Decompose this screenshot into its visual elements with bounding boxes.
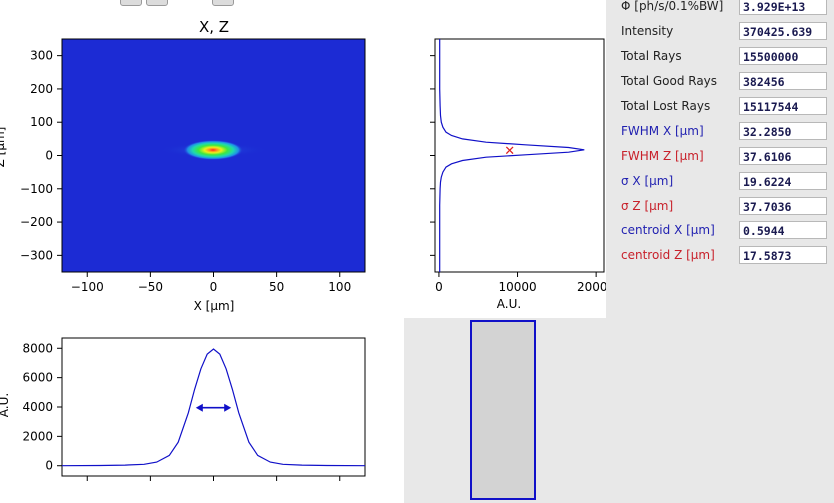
x-hist-y-ticks: 8000 6000 4000 2000 0	[22, 341, 62, 473]
stat-value-field[interactable]: 32.2850	[739, 122, 827, 140]
x-profile-curve	[61, 348, 366, 467]
toolbar-button[interactable]	[212, 0, 234, 6]
stat-row: Intensity 370425.639	[606, 21, 834, 43]
z-centroid-marker: ✕	[504, 144, 515, 159]
stat-value-field[interactable]: 15117544	[739, 97, 827, 115]
z-profile-curve	[439, 39, 585, 272]
y-tick-label: −100	[20, 182, 53, 196]
stat-row: FWHM Z [μm] 37.6106	[606, 146, 834, 168]
y-tick-label: 0	[45, 149, 53, 163]
stat-value-field[interactable]: 15500000	[739, 47, 827, 65]
beam-aperture-rect	[470, 320, 536, 500]
y-tick-label: 8000	[22, 341, 53, 355]
stat-row: Total Rays 15500000	[606, 46, 834, 68]
x-tick-label: −100	[71, 280, 104, 294]
stat-label: centroid X [μm]	[621, 223, 715, 237]
stat-value-field[interactable]: 370425.639	[739, 22, 827, 40]
fwhm-arrow-head-left	[195, 403, 203, 412]
stat-row: centroid Z [μm] 17.5873	[606, 245, 834, 267]
y-tick-label: 300	[30, 49, 53, 63]
stat-value-field[interactable]: 17.5873	[739, 246, 827, 264]
stat-label: FWHM X [μm]	[621, 124, 704, 138]
plots-canvas: X, Z −100 −50 0 50 100 300 200 100 0 −100 −200 −30…	[0, 18, 606, 481]
stat-label: FWHM Z [μm]	[621, 149, 704, 163]
stat-value-field[interactable]: 37.7036	[739, 197, 827, 215]
xz-x-ticks: −100 −50 0 50 100	[71, 272, 351, 294]
stat-label: σ Z [μm]	[621, 199, 674, 213]
stat-row: FWHM X [μm] 32.2850	[606, 121, 834, 143]
x-tick-label: 0	[435, 280, 443, 294]
stat-row: Total Lost Rays 15117544	[606, 96, 834, 118]
stat-value-field[interactable]: 19.6224	[739, 172, 827, 190]
stat-label: Total Rays	[621, 49, 682, 63]
x-tick-label: 50	[269, 280, 284, 294]
x-tick-label: 0	[210, 280, 218, 294]
plot-toolbar	[0, 0, 260, 6]
stat-row: Total Good Rays 382456	[606, 71, 834, 93]
fwhm-arrow	[195, 403, 232, 412]
stat-value-field[interactable]: 3.929E+13	[739, 0, 827, 15]
y-tick-label: −300	[20, 248, 53, 262]
y-tick-label: 0	[45, 459, 53, 473]
x-tick-label: 10000	[498, 280, 536, 294]
stat-row: Φ [ph/s/0.1%BW] 3.929E+13	[606, 0, 834, 18]
x-tick-label: 100	[328, 280, 351, 294]
plot-area: X, Z −100 −50 0 50 100 300 200 100 0 −100 −200 −30…	[0, 0, 606, 481]
stat-value-field[interactable]: 382456	[739, 72, 827, 90]
x-hist-y-axis-label: A.U.	[0, 393, 11, 417]
y-tick-label: −200	[20, 215, 53, 229]
beam-spot	[183, 140, 243, 160]
fwhm-arrow-head-right	[224, 403, 232, 412]
y-tick-label: 2000	[22, 429, 53, 443]
stat-value-field[interactable]: 0.5944	[739, 221, 827, 239]
z-hist-x-axis-label: A.U.	[497, 297, 521, 311]
stat-label: σ X [μm]	[621, 174, 674, 188]
y-tick-label: 4000	[22, 400, 53, 414]
xz-y-axis-label: Z [μm]	[0, 127, 7, 168]
toolbar-button[interactable]	[146, 0, 168, 6]
stat-row: σ Z [μm] 37.7036	[606, 196, 834, 218]
stats-panel: Φ [ph/s/0.1%BW] 3.929E+13 Intensity 370425.…	[606, 0, 834, 503]
x-tick-label: −50	[138, 280, 163, 294]
toolbar-button[interactable]	[120, 0, 142, 6]
x-hist-x-ticks	[86, 476, 341, 481]
y-tick-label: 200	[30, 82, 53, 96]
xz-x-axis-label: X [μm]	[194, 299, 235, 313]
xz-plot-title: X, Z	[199, 18, 229, 36]
z-hist-y-ticks	[430, 55, 435, 256]
stat-value-field[interactable]: 37.6106	[739, 147, 827, 165]
xz-y-ticks: 300 200 100 0 −100 −200 −300	[20, 49, 62, 262]
stat-label: Total Good Rays	[621, 74, 718, 88]
stat-label: Total Lost Rays	[621, 99, 711, 113]
stat-row: centroid X [μm] 0.5944	[606, 220, 834, 242]
stat-label: centroid Z [μm]	[621, 248, 715, 262]
beam-shape-panel	[404, 318, 606, 503]
y-tick-label: 100	[30, 115, 53, 129]
y-tick-label: 6000	[22, 371, 53, 385]
stat-label: Φ [ph/s/0.1%BW]	[621, 0, 724, 13]
stat-row: σ X [μm] 19.6224	[606, 171, 834, 193]
stat-label: Intensity	[621, 24, 674, 38]
